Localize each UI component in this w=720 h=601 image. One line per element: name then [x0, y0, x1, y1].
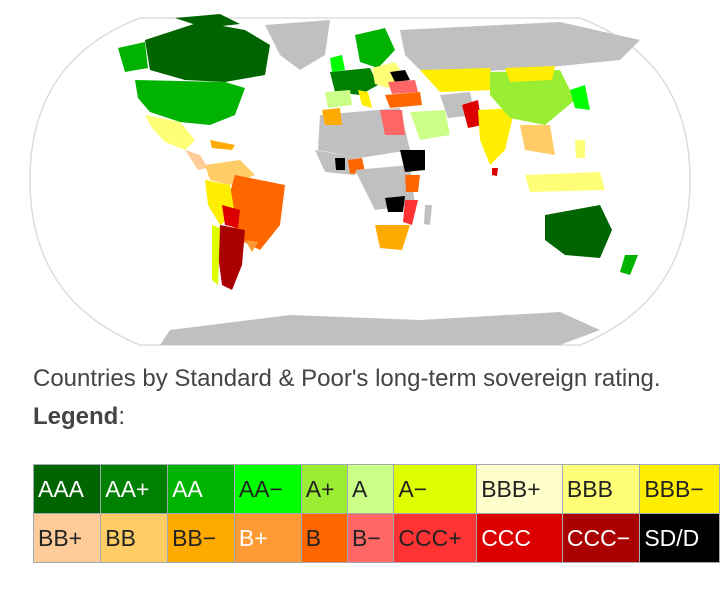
legend-cell: A	[347, 464, 395, 514]
philippines	[575, 140, 585, 158]
legend-cell: A−	[393, 464, 478, 514]
china	[490, 70, 575, 125]
rating-legend-table: AAA AA+ AA AA− A+ A A− BBB+ BBB BBB− BB+ BB BB− B+ B B−…	[32, 464, 720, 563]
legend-cell: B	[300, 513, 349, 563]
mongolia	[505, 66, 555, 82]
south-africa	[375, 225, 410, 250]
saudi-arabia	[410, 110, 450, 140]
canada	[145, 22, 270, 82]
mexico	[145, 115, 195, 150]
argentina	[218, 225, 245, 290]
legend-cell: AA+	[100, 464, 169, 514]
legend-row: BB+ BB BB− B+ B B− CCC+ CCC CCC− SD/D	[32, 513, 720, 563]
italy	[358, 90, 372, 108]
russia	[400, 22, 640, 72]
southeast-asia	[520, 125, 555, 155]
kenya	[405, 175, 420, 192]
bolivia	[222, 205, 240, 228]
legend-cell: BB−	[167, 513, 235, 563]
sri-lanka	[492, 168, 498, 176]
greenland	[265, 20, 330, 70]
legend-cell: CCC+	[393, 513, 478, 563]
belarus	[390, 70, 410, 82]
mozambique	[403, 200, 418, 225]
legend-cell: AAA	[32, 464, 102, 514]
turkey	[385, 92, 422, 108]
central-america	[185, 150, 208, 170]
legend-row: AAA AA+ AA AA− A+ A A− BBB+ BBB BBB−	[32, 464, 720, 514]
new-zealand	[620, 255, 638, 275]
legend-cell: BBB+	[476, 464, 563, 514]
australia	[545, 205, 612, 258]
legend-cell: AA	[167, 464, 235, 514]
morocco	[322, 108, 342, 125]
chile	[212, 225, 220, 285]
legend-cell: BBB	[561, 464, 641, 514]
legend-cell: B−	[347, 513, 395, 563]
legend-cell: BBB−	[639, 464, 720, 514]
indonesia	[525, 172, 605, 192]
caption-colon: :	[118, 403, 126, 430]
legend-cell: CCC−	[561, 513, 641, 563]
map-caption: Countries by Standard & Poor's long-term…	[33, 360, 693, 436]
legend-cell: BB+	[32, 513, 102, 563]
uruguay	[245, 240, 258, 252]
ethiopia	[400, 150, 425, 172]
kazakhstan	[420, 68, 495, 92]
caribbean	[210, 140, 235, 150]
legend-link[interactable]: Legend	[33, 403, 119, 430]
western-europe	[330, 68, 378, 95]
uk	[330, 55, 345, 72]
legend-cell: BB	[100, 513, 169, 563]
world-map-svg	[29, 14, 691, 346]
korea-japan	[570, 85, 590, 110]
india	[478, 108, 515, 165]
legend-body: AAA AA+ AA AA− A+ A A− BBB+ BBB BBB− BB+ BB BB− B+ B B−…	[32, 464, 720, 563]
egypt	[380, 110, 405, 135]
zambia	[385, 196, 405, 212]
pakistan	[462, 100, 482, 128]
legend-cell: CCC	[476, 513, 563, 563]
legend-cell: B+	[233, 513, 302, 563]
usa	[135, 80, 245, 125]
legend-cell: A+	[300, 464, 349, 514]
iberia	[325, 90, 352, 108]
antarctica	[160, 312, 600, 345]
legend-cell: SD/D	[639, 513, 720, 563]
ukraine	[388, 80, 418, 94]
legend-cell: AA−	[233, 464, 302, 514]
scandinavia	[355, 28, 395, 68]
world-map	[29, 14, 691, 346]
caption-text: Countries by Standard & Poor's long-term…	[33, 365, 661, 392]
madagascar	[424, 205, 432, 225]
canada-islands	[175, 14, 240, 28]
alaska	[118, 42, 148, 72]
ghana	[335, 158, 345, 170]
